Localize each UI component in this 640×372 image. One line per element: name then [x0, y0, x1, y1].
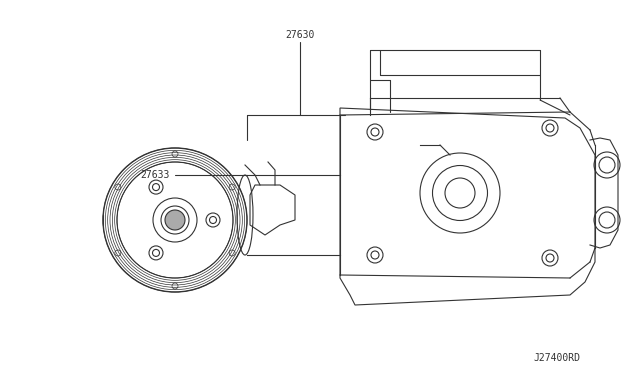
Polygon shape — [340, 108, 595, 305]
Text: 27630: 27630 — [285, 30, 315, 40]
Polygon shape — [250, 185, 295, 235]
Circle shape — [165, 210, 185, 230]
Text: 27633: 27633 — [140, 170, 170, 180]
Text: J27400RD: J27400RD — [533, 353, 580, 363]
